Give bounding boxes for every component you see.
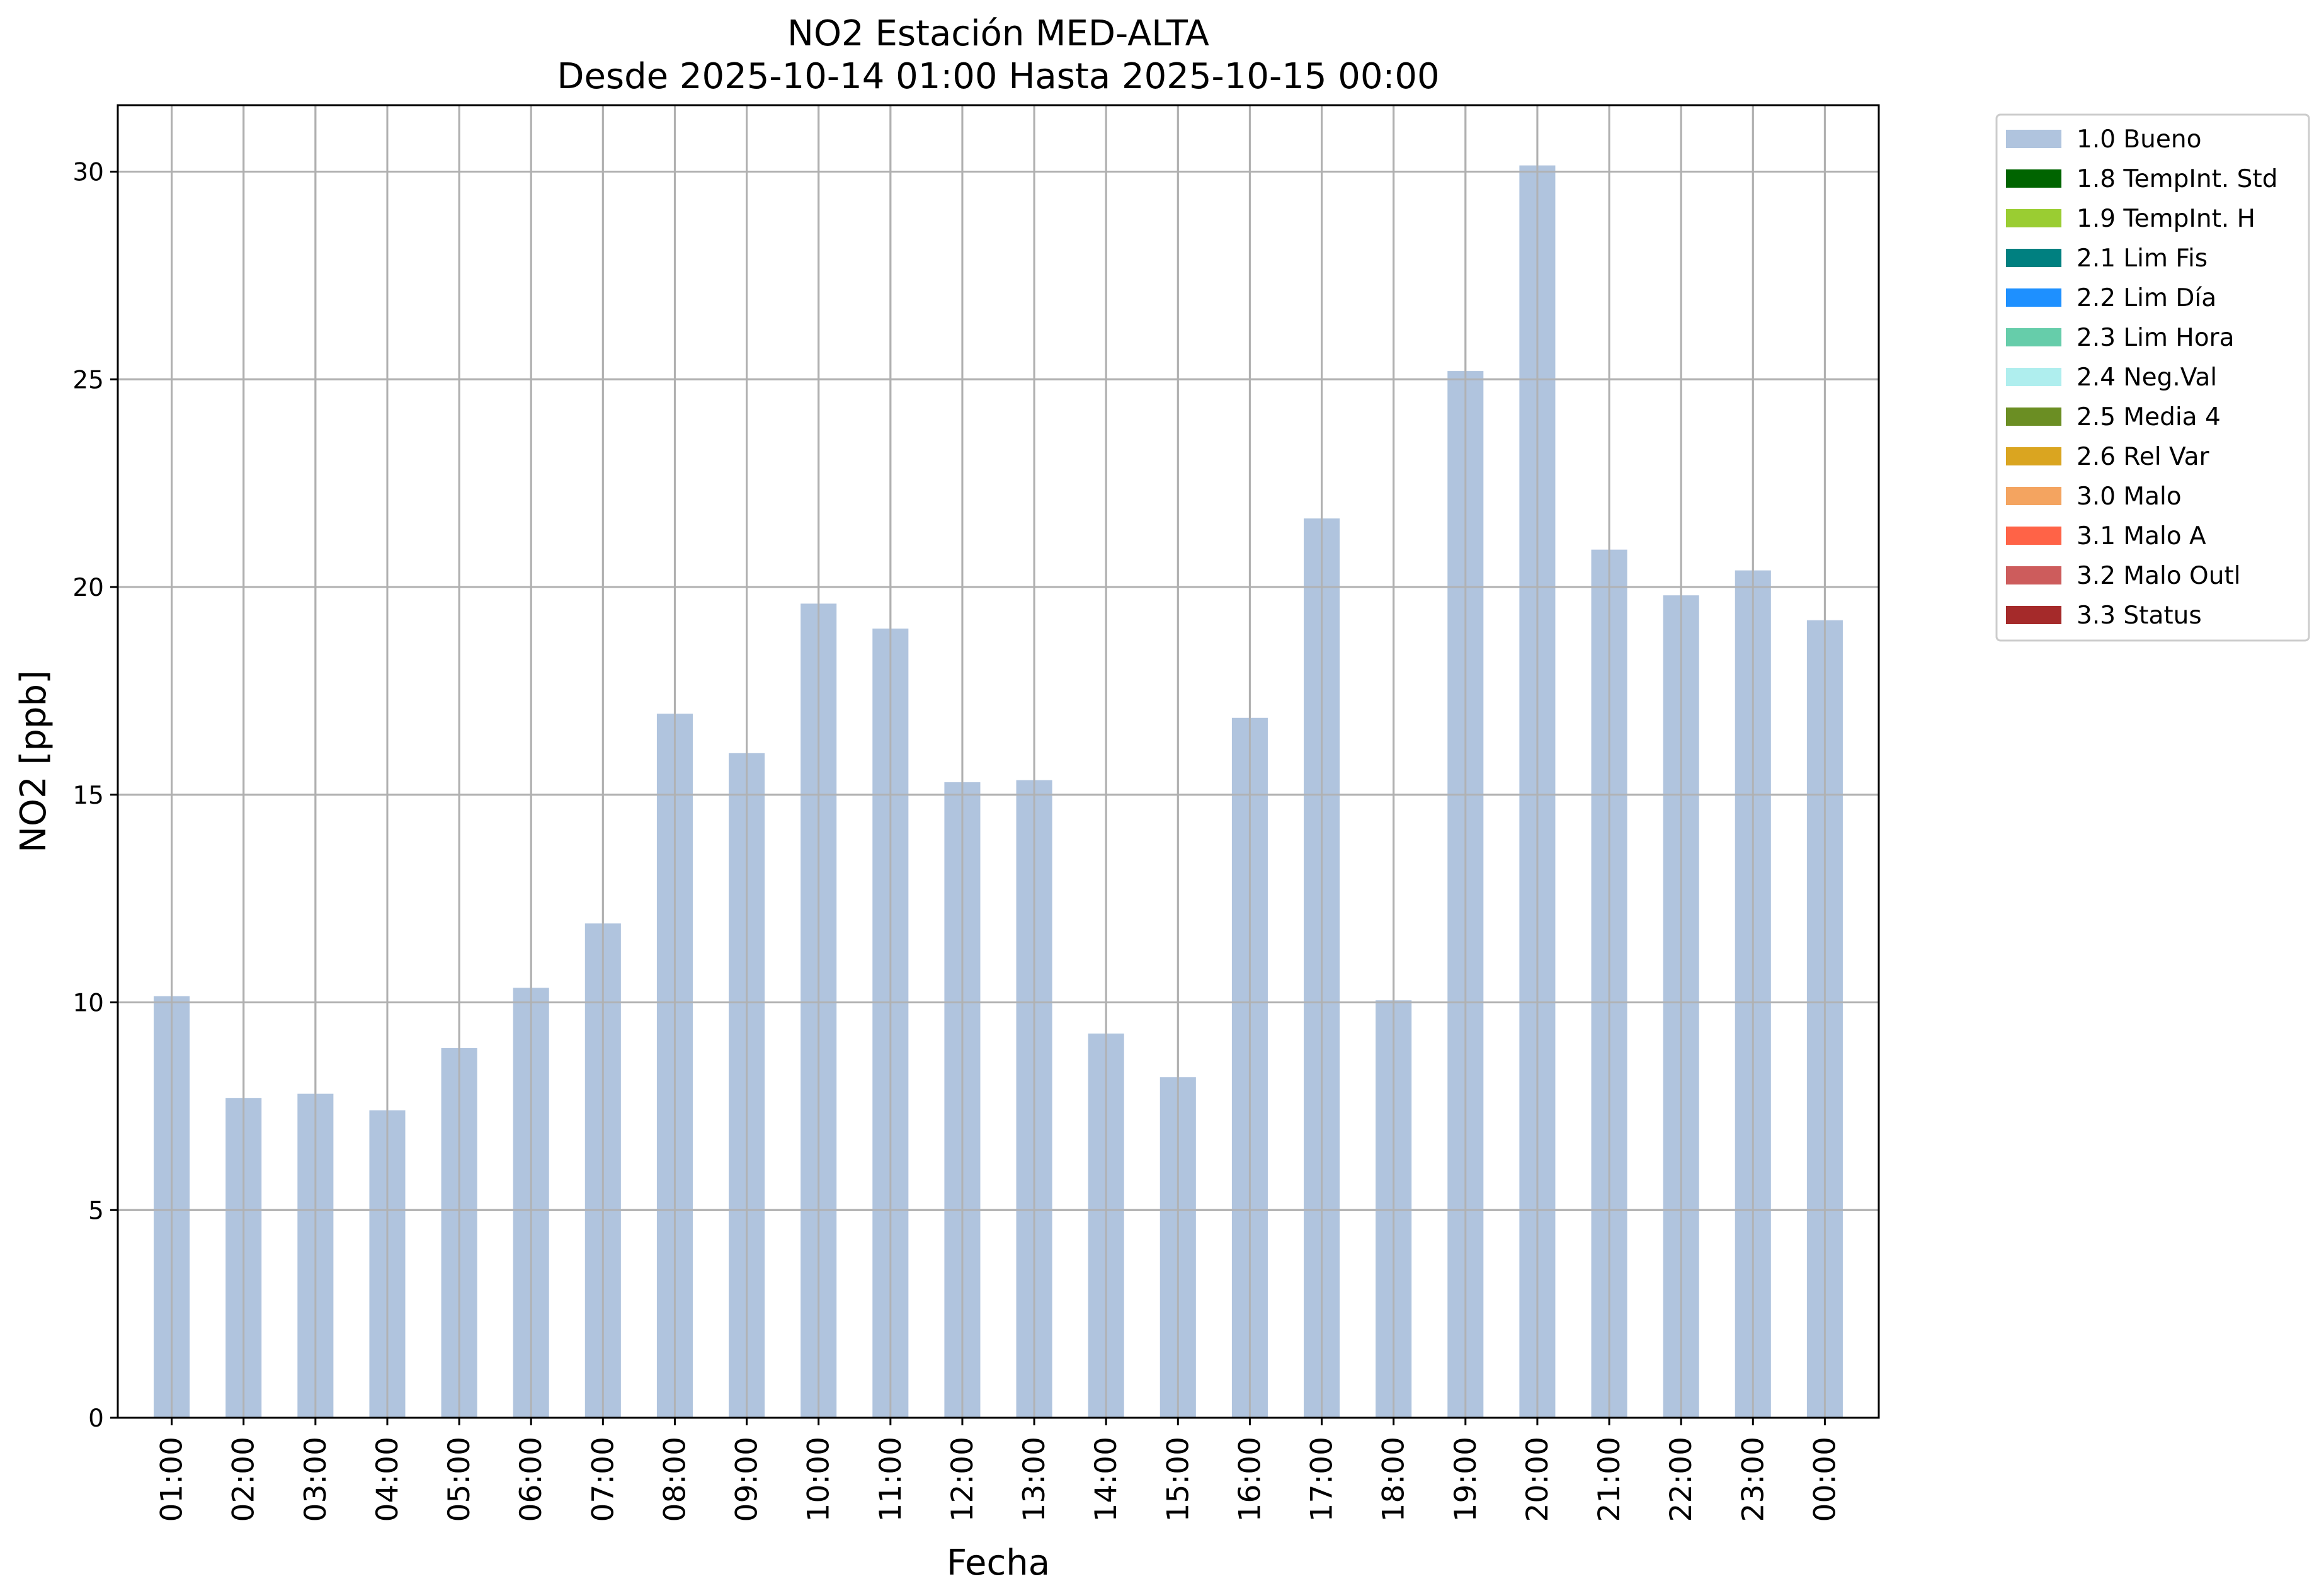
chart-title: NO2 Estación MED-ALTA xyxy=(787,13,1209,54)
x-tick-label: 15:00 xyxy=(1161,1437,1195,1522)
x-tick-label: 02:00 xyxy=(227,1437,261,1522)
x-tick-label: 01:00 xyxy=(155,1437,190,1522)
x-tick-label: 13:00 xyxy=(1017,1437,1052,1522)
legend-swatch xyxy=(2006,249,2061,267)
legend-swatch xyxy=(2006,288,2061,307)
x-tick-label: 03:00 xyxy=(299,1437,333,1522)
grid-overlay xyxy=(118,105,1879,1419)
y-tick-label: 10 xyxy=(72,989,104,1018)
legend-label: 1.8 TempInt. Std xyxy=(2077,165,2277,193)
x-tick-label: 08:00 xyxy=(658,1437,692,1522)
legend-swatch xyxy=(2006,487,2061,505)
legend-swatch xyxy=(2006,130,2061,148)
y-tick-label: 15 xyxy=(72,782,104,810)
legend-swatch xyxy=(2006,447,2061,465)
legend-label: 2.2 Lim Día xyxy=(2077,284,2216,312)
y-tick-label: 20 xyxy=(72,574,104,602)
x-tick-label: 05:00 xyxy=(442,1437,477,1522)
chart-subtitle: Desde 2025-10-14 01:00 Hasta 2025-10-15 … xyxy=(557,56,1439,97)
y-tick-label: 30 xyxy=(72,159,104,187)
y-axis-ticks: 0 5 10 15 20 25 30 xyxy=(72,159,118,1433)
x-tick-label: 04:00 xyxy=(370,1437,405,1522)
legend-label: 1.9 TempInt. H xyxy=(2077,205,2255,233)
legend-frame xyxy=(1995,113,2310,642)
x-axis-label: Fecha xyxy=(947,1542,1050,1583)
x-tick-label: 19:00 xyxy=(1449,1437,1483,1522)
legend-swatch xyxy=(2006,408,2061,426)
legend-swatch xyxy=(2006,169,2061,188)
x-tick-label: 12:00 xyxy=(945,1437,980,1522)
y-axis-label: NO2 [ppb] xyxy=(13,670,54,853)
x-tick-label: 22:00 xyxy=(1664,1437,1699,1522)
legend-swatch xyxy=(2006,328,2061,346)
legend-label: 3.0 Malo xyxy=(2077,482,2182,511)
legend-label: 1.0 Bueno xyxy=(2077,125,2201,154)
legend-swatch xyxy=(2006,527,2061,545)
legend-label: 3.1 Malo A xyxy=(2077,522,2206,550)
x-tick-label: 16:00 xyxy=(1233,1437,1267,1522)
legend-label: 2.6 Rel Var xyxy=(2077,443,2210,471)
x-tick-label: 18:00 xyxy=(1377,1437,1411,1522)
x-tick-label: 11:00 xyxy=(874,1437,908,1522)
legend-label: 2.3 Lim Hora xyxy=(2077,324,2235,352)
legend: 1.0 Bueno 1.8 TempInt. Std 1.9 TempInt. H 2… xyxy=(1995,113,2310,642)
y-tick-label: 0 xyxy=(88,1405,104,1433)
legend-label: 2.1 Lim Fis xyxy=(2077,244,2208,273)
y-tick-label: 25 xyxy=(72,366,104,394)
x-tick-label: 21:00 xyxy=(1592,1437,1627,1522)
x-tick-label: 23:00 xyxy=(1736,1437,1770,1522)
x-tick-label: 14:00 xyxy=(1089,1437,1124,1522)
x-tick-label: 09:00 xyxy=(730,1437,765,1522)
x-tick-label: 00:00 xyxy=(1808,1437,1842,1522)
legend-swatch xyxy=(2006,368,2061,386)
x-tick-label: 10:00 xyxy=(802,1437,836,1522)
legend-label: 2.5 Media 4 xyxy=(2077,403,2221,431)
legend-label: 3.2 Malo Outl xyxy=(2077,562,2241,590)
legend-label: 2.4 Neg.Val xyxy=(2077,363,2217,392)
x-tick-label: 17:00 xyxy=(1305,1437,1340,1522)
x-axis-ticks: 01:00 02:00 03:00 04:00 05:00 06:00 07:00 08:00… xyxy=(155,1418,1842,1522)
x-tick-label: 07:00 xyxy=(586,1437,620,1522)
x-tick-label: 20:00 xyxy=(1520,1437,1555,1522)
plot-frame xyxy=(117,104,1880,1419)
legend-swatch xyxy=(2006,606,2061,624)
legend-label: 3.3 Status xyxy=(2077,601,2202,630)
y-tick-label: 5 xyxy=(88,1197,104,1225)
legend-swatch xyxy=(2006,566,2061,584)
x-tick-label: 06:00 xyxy=(514,1437,549,1522)
legend-swatch xyxy=(2006,209,2061,227)
